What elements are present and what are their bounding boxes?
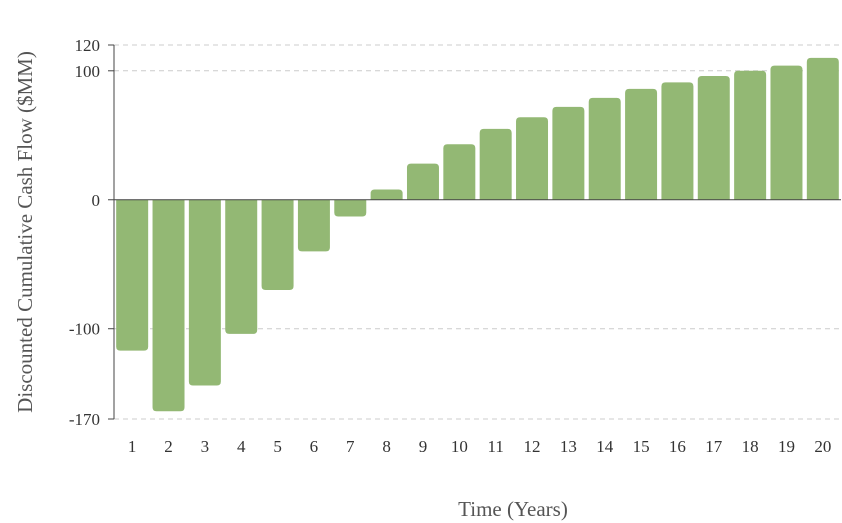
bar-year-11	[479, 128, 512, 200]
bar-year-5	[261, 199, 294, 291]
x-tick-labels: 1 2 3 4 5 6 7 8 9 10 11 12 13 14 15 16 17 18 19 20	[128, 437, 831, 456]
y-tick-label: -100	[69, 320, 100, 339]
bar-year-14	[588, 97, 621, 200]
bar-year-17	[697, 75, 730, 200]
y-tick-label: 120	[75, 36, 101, 55]
grid-lines	[114, 44, 841, 420]
x-tick-label: 15	[633, 437, 650, 456]
bar-year-19	[770, 65, 803, 200]
x-tick-label: 20	[814, 437, 831, 456]
y-tick-label: 0	[92, 191, 101, 210]
axes	[108, 44, 841, 420]
x-tick-label: 12	[524, 437, 541, 456]
x-tick-label: 9	[419, 437, 428, 456]
bar-year-20	[806, 57, 839, 200]
bar-year-4	[225, 199, 258, 334]
x-tick-label: 19	[778, 437, 795, 456]
x-tick-label: 6	[310, 437, 319, 456]
bar-year-1	[116, 199, 149, 351]
x-tick-label: 5	[273, 437, 282, 456]
bar-year-16	[661, 82, 694, 200]
x-tick-label: 13	[560, 437, 577, 456]
x-tick-label: 3	[201, 437, 210, 456]
bar-year-8	[370, 189, 403, 200]
y-tick-label: -170	[69, 410, 100, 429]
x-tick-label: 18	[742, 437, 759, 456]
x-axis-title: Time (Years)	[458, 497, 568, 521]
bar-year-15	[625, 88, 658, 200]
y-axis-title: Discounted Cumulative Cash Flow ($MM)	[13, 51, 37, 413]
bar-year-10	[443, 144, 476, 200]
x-tick-label: 2	[164, 437, 173, 456]
x-tick-label: 11	[487, 437, 503, 456]
x-tick-label: 1	[128, 437, 137, 456]
x-tick-label: 4	[237, 437, 246, 456]
bar-year-18	[734, 70, 767, 200]
x-tick-label: 8	[382, 437, 391, 456]
x-tick-label: 17	[705, 437, 723, 456]
x-tick-label: 14	[596, 437, 614, 456]
bar-year-3	[188, 199, 221, 386]
bar-year-9	[406, 163, 439, 200]
bar-year-12	[516, 117, 549, 200]
x-tick-label: 10	[451, 437, 468, 456]
bar-year-13	[552, 106, 585, 200]
x-tick-label: 16	[669, 437, 686, 456]
y-tick-label: 100	[75, 62, 101, 81]
y-tick-labels: -170 -100 0 100 120	[69, 36, 100, 429]
bar-series	[116, 57, 839, 412]
bar-year-2	[152, 199, 185, 412]
bar-year-7	[334, 199, 367, 217]
bar-year-6	[297, 199, 330, 252]
x-tick-label: 7	[346, 437, 355, 456]
